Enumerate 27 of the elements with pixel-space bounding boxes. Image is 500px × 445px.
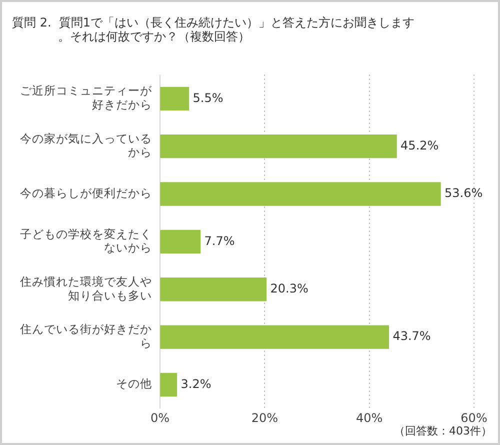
bar (160, 134, 397, 158)
data-label: 20.3% (270, 282, 308, 296)
bar (160, 325, 390, 349)
y-tick-label: 今の暮らしが便利だから (20, 186, 152, 200)
chart-title: 質問 2. 質問1で「はい（長く住み続けたい）」と答えた方にお聞きします。それは何故ですか？（複数回答） (12, 15, 415, 44)
bar (160, 182, 441, 206)
data-label: 5.5% (192, 90, 224, 105)
bar (160, 372, 178, 397)
x-tick-label: 0% (150, 410, 170, 425)
data-label: 3.2% (180, 376, 212, 391)
text: （回答数：403件） (394, 424, 492, 438)
data-label: 45.2% (400, 138, 439, 152)
bar (160, 230, 201, 254)
y-tick-label: その他 (116, 376, 152, 391)
bar (160, 86, 190, 110)
y-tick-label: 今の家が気に入っているから (20, 131, 152, 160)
y-tick-label: ご近所コミュニティーが好きだから (20, 84, 153, 112)
data-label: 7.7% (204, 234, 235, 248)
data-label: 53.6% (444, 186, 483, 200)
x-tick-label: 20% (251, 410, 278, 425)
y-tick-label: 住んでいる街が好きだから (19, 322, 152, 350)
data-label: 43.7% (392, 329, 431, 344)
x-tick-label: 40% (356, 410, 383, 425)
x-tick-label: 60% (460, 410, 488, 425)
y-tick-label: 子どもの学校を変えたくないから (20, 226, 152, 255)
bar (160, 278, 267, 302)
y-tick-label: 住み慣れた環境で友人や知り合いも多い (19, 274, 152, 302)
